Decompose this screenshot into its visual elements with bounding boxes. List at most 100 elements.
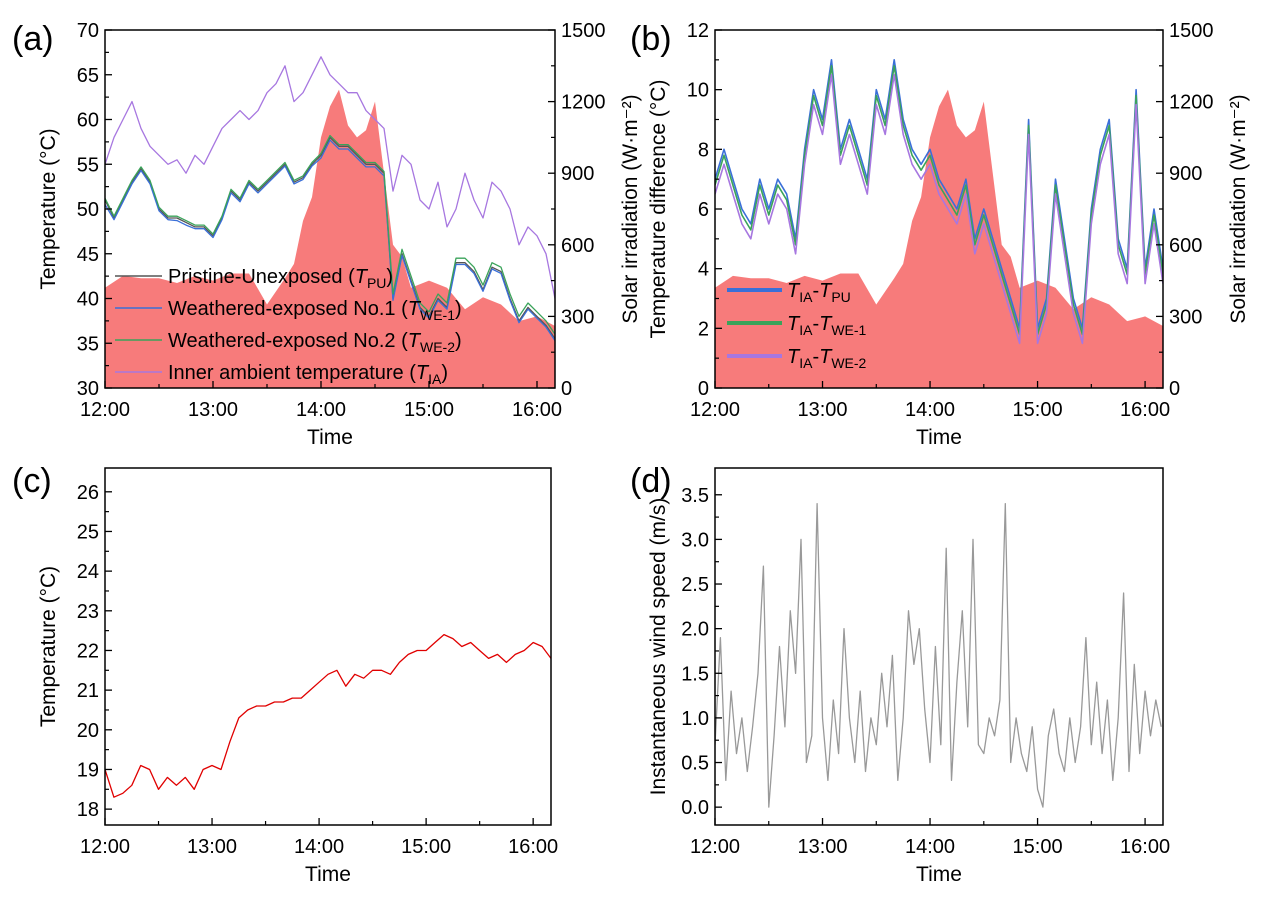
solar-irradiation-area: [105, 89, 555, 388]
y-tick-label: 18: [77, 799, 99, 821]
y2-tick-label: 900: [561, 163, 594, 185]
x-tick-label: 15:00: [401, 836, 451, 858]
legend-entry: TIA-TWE-2: [787, 346, 867, 371]
y2-axis-label: Solar irradiation (W·m⁻²): [619, 94, 642, 323]
y2-axis-label: Solar irradiation (W·m⁻²): [1227, 94, 1250, 323]
panel-c: 12:00 13:00 14:00 15:00 16:00 18 19 20 21 22 23 24 2…: [12, 462, 558, 886]
y-tick-label: 40: [77, 289, 99, 311]
plot-frame-c: [104, 467, 552, 826]
y-tick-label: 20: [77, 720, 99, 742]
y-tick-label: 4: [698, 259, 709, 281]
y-tick-label: 1.5: [681, 663, 709, 685]
plot-frame-d: [714, 467, 1164, 826]
y-tick-label: 0: [698, 378, 709, 400]
y2-tick-label: 300: [561, 306, 594, 328]
y2-tick-label: 1500: [1169, 20, 1214, 42]
y2-tick-label: 600: [1169, 235, 1202, 257]
legend-entry: Weathered-exposed No.1 (TWE-1): [168, 298, 462, 323]
panel-b: 12:00 13:00 14:00 15:00 16:00024681012030060…: [630, 20, 1250, 449]
y-tick-label: 6: [698, 199, 709, 221]
y-tick-label: 3.0: [681, 529, 709, 551]
x-tick-label: 15:00: [1013, 399, 1063, 421]
y-tick-label: 65: [77, 65, 99, 87]
series-line-a-1: [105, 139, 555, 341]
x-tick-label: 16:00: [1120, 836, 1170, 858]
legend-a: Pristine-Unexposed (TPU) Weathered-expose…: [115, 266, 462, 387]
y-tick-label: 21: [77, 680, 99, 702]
y-tick-label: 0.5: [681, 753, 709, 775]
x-tick-label: 14:00: [296, 399, 346, 421]
y-tick-label: 50: [77, 199, 99, 221]
x-tick-label: 13:00: [188, 399, 238, 421]
y2-tick-label: 900: [1169, 163, 1202, 185]
y-tick-label: 0.0: [681, 797, 709, 819]
y-axis-label: Temperature difference (°C): [647, 80, 670, 339]
x-tick-label: 13:00: [797, 836, 847, 858]
y-tick-label: 3.5: [681, 485, 709, 507]
legend-entry: TIA-TPU: [787, 280, 851, 305]
plot-area-d: [715, 503, 1162, 808]
solar-irradiation-area: [715, 89, 1163, 388]
panel-label: (c): [12, 462, 52, 500]
panel-label: (d): [630, 462, 672, 500]
plot-area-b: [715, 59, 1163, 388]
y2-tick-label: 1200: [1169, 92, 1214, 114]
series-line-a-2: [105, 134, 555, 335]
plot-area-c: [105, 633, 551, 798]
y-tick-label: 22: [77, 640, 99, 662]
y2-tick-label: 600: [561, 235, 594, 257]
legend-entry: Weathered-exposed No.2 (TWE-2): [168, 330, 462, 355]
y-tick-label: 60: [77, 110, 99, 132]
x-tick-label: 13:00: [797, 399, 847, 421]
y-tick-label: 25: [77, 521, 99, 543]
y-tick-label: 26: [77, 482, 99, 504]
y-tick-label: 1.0: [681, 708, 709, 730]
y-tick-label: 12: [687, 20, 709, 42]
x-tick-label: 12:00: [80, 836, 130, 858]
y2-tick-label: 0: [1169, 378, 1180, 400]
y-axis-label: Temperature (°C): [37, 566, 60, 727]
y-tick-label: 2: [698, 318, 709, 340]
x-tick-label: 12:00: [690, 836, 740, 858]
y-tick-label: 30: [77, 378, 99, 400]
x-tick-label: 14:00: [905, 836, 955, 858]
x-axis-label: Time: [916, 426, 962, 449]
y-tick-label: 23: [77, 601, 99, 623]
x-tick-label: 13:00: [187, 836, 237, 858]
x-tick-label: 12:00: [80, 399, 130, 421]
x-axis-label: Time: [916, 863, 962, 886]
legend-entry: TIA-TWE-1: [787, 313, 867, 338]
panel-a: 12:00 13:00 14:00 15:00 16:00 30 35 40 45 50 55 60 6…: [12, 20, 642, 449]
y2-tick-label: 300: [1169, 306, 1202, 328]
series-line-a-0: [105, 136, 555, 340]
x-tick-label: 14:00: [905, 399, 955, 421]
x-tick-label: 16:00: [512, 399, 562, 421]
series-line-d-0: [715, 503, 1162, 808]
y2-tick-label: 1500: [561, 20, 606, 42]
y-tick-label: 8: [698, 139, 709, 161]
y-tick-label: 35: [77, 333, 99, 355]
y-tick-label: 70: [77, 20, 99, 42]
y-tick-label: 24: [77, 561, 99, 583]
x-tick-label: 14:00: [294, 836, 344, 858]
panel-label: (a): [12, 20, 54, 58]
y-axis-label: Instantaneous wind speed (m/s): [647, 498, 670, 796]
series-line-c-0: [105, 633, 551, 798]
y-tick-label: 55: [77, 154, 99, 176]
legend-b: TIA-TPU TIA-TWE-1 TIA-TWE-2: [727, 280, 867, 371]
y-tick-label: 45: [77, 244, 99, 266]
x-tick-label: 16:00: [508, 836, 558, 858]
panel-d: 12:00 13:00 14:00 15:00 16:00 0.0 0.5 1.0 1.5 2.0…: [630, 462, 1170, 886]
y-axis-label: Temperature (°C): [37, 128, 60, 289]
y-tick-label: 2.5: [681, 574, 709, 596]
series-line-a-3: [105, 56, 555, 299]
x-axis-label: Time: [307, 426, 353, 449]
legend-entry: Pristine-Unexposed (TPU): [168, 266, 393, 291]
y-tick-label: 19: [77, 759, 99, 781]
y2-tick-label: 0: [561, 378, 572, 400]
plot-area-a: [105, 56, 555, 388]
x-tick-label: 12:00: [690, 399, 740, 421]
series-line-b-2: [715, 74, 1163, 345]
panel-label: (b): [630, 20, 672, 58]
